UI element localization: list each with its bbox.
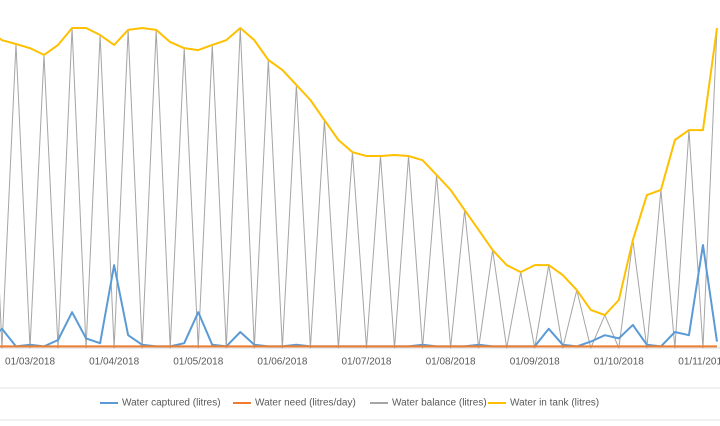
x-tick-label: 01/04/2018	[89, 357, 139, 368]
x-tick-label: 01/10/2018	[594, 357, 644, 368]
x-tick-label: 01/03/2018	[5, 357, 55, 368]
x-tick-label: 01/06/2018	[257, 357, 307, 368]
x-tick-label: 01/11/2018	[678, 357, 720, 368]
x-tick-label: 01/08/2018	[426, 357, 476, 368]
x-tick-label: 01/05/2018	[173, 357, 223, 368]
legend-label: Water balance (litres)	[392, 398, 487, 409]
series-line	[0, 27, 718, 317]
legend-label: Water in tank (litres)	[510, 398, 599, 409]
x-tick-label: 01/07/2018	[341, 357, 391, 368]
x-tick-label: 01/09/2018	[510, 357, 560, 368]
legend-label: Water need (litres/day)	[255, 398, 356, 409]
legend-label: Water captured (litres)	[122, 398, 221, 409]
